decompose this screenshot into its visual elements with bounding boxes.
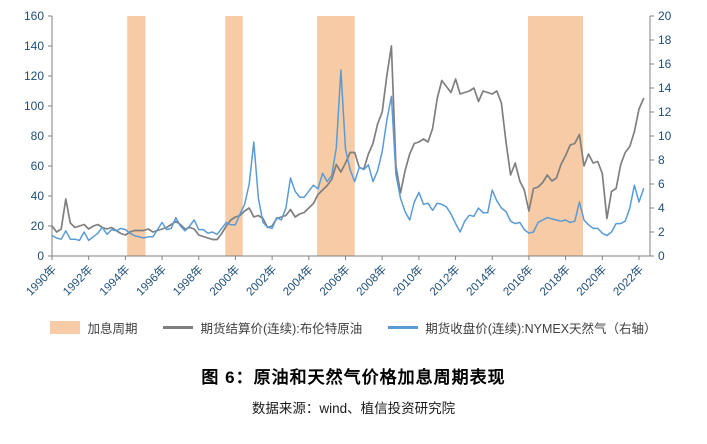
legend-label-rate-hike: 加息周期 xyxy=(87,322,138,336)
svg-text:1998年: 1998年 xyxy=(170,262,206,298)
svg-text:16: 16 xyxy=(658,57,672,71)
svg-text:120: 120 xyxy=(24,69,44,83)
svg-text:2000年: 2000年 xyxy=(206,262,242,298)
figure-title: 图 6：原油和天然气价格加息周期表现 xyxy=(201,368,506,387)
legend-item-nymex-gas: 期货收盘价(连续):NYMEX天然气（右轴） xyxy=(388,318,657,337)
svg-text:1994年: 1994年 xyxy=(96,262,132,298)
svg-text:40: 40 xyxy=(31,189,45,203)
svg-text:60: 60 xyxy=(31,159,45,173)
svg-text:6: 6 xyxy=(658,177,665,191)
legend-label-brent: 期货结算价(连续):布伦特原油 xyxy=(200,322,363,336)
svg-text:0: 0 xyxy=(37,249,44,263)
svg-text:2020年: 2020年 xyxy=(573,262,609,298)
price-chart: 0 20 40 60 80 100 120 140 160 0 2 4 6 8 10 12 14 16 18 20 19… xyxy=(23,9,672,298)
svg-text:12: 12 xyxy=(658,105,672,119)
legend-label-gas: 期货收盘价(连续):NYMEX天然气（右轴） xyxy=(425,322,657,336)
gas-line-swatch xyxy=(388,326,419,329)
legend-item-brent: 期货结算价(连续):布伦特原油 xyxy=(163,318,362,337)
legend-item-rate-hike-period: 加息周期 xyxy=(50,318,137,337)
svg-text:4: 4 xyxy=(658,201,665,215)
svg-text:80: 80 xyxy=(31,129,45,143)
rate-hike-band-swatch xyxy=(50,321,81,334)
figure-source: 数据来源：wind、植信投资研究院 xyxy=(251,401,456,416)
svg-text:2016年: 2016年 xyxy=(500,262,536,298)
svg-text:2014年: 2014年 xyxy=(463,262,499,298)
svg-text:14: 14 xyxy=(658,81,672,95)
svg-text:20: 20 xyxy=(658,9,672,23)
svg-text:2004年: 2004年 xyxy=(280,262,316,298)
svg-text:2: 2 xyxy=(658,225,665,239)
svg-text:1990年: 1990年 xyxy=(23,262,59,298)
svg-text:18: 18 xyxy=(658,33,672,47)
svg-text:10: 10 xyxy=(658,129,672,143)
svg-text:2006年: 2006年 xyxy=(316,262,352,298)
svg-text:160: 160 xyxy=(24,9,44,23)
svg-text:2018年: 2018年 xyxy=(537,262,573,298)
svg-text:1992年: 1992年 xyxy=(60,262,96,298)
chart-legend: 加息周期 期货结算价(连续):布伦特原油 期货收盘价(连续):NYMEX天然气（… xyxy=(50,318,657,337)
svg-text:0: 0 xyxy=(658,249,665,263)
svg-text:100: 100 xyxy=(24,99,44,113)
brent-line-swatch xyxy=(163,326,194,329)
svg-text:8: 8 xyxy=(658,153,665,167)
svg-text:2002年: 2002年 xyxy=(243,262,279,298)
svg-text:1996年: 1996年 xyxy=(133,262,169,298)
svg-text:2008年: 2008年 xyxy=(353,262,389,298)
svg-text:20: 20 xyxy=(31,219,45,233)
svg-text:2022年: 2022年 xyxy=(610,262,646,298)
svg-text:2012年: 2012年 xyxy=(427,262,463,298)
svg-text:2010年: 2010年 xyxy=(390,262,426,298)
svg-text:140: 140 xyxy=(24,39,44,53)
